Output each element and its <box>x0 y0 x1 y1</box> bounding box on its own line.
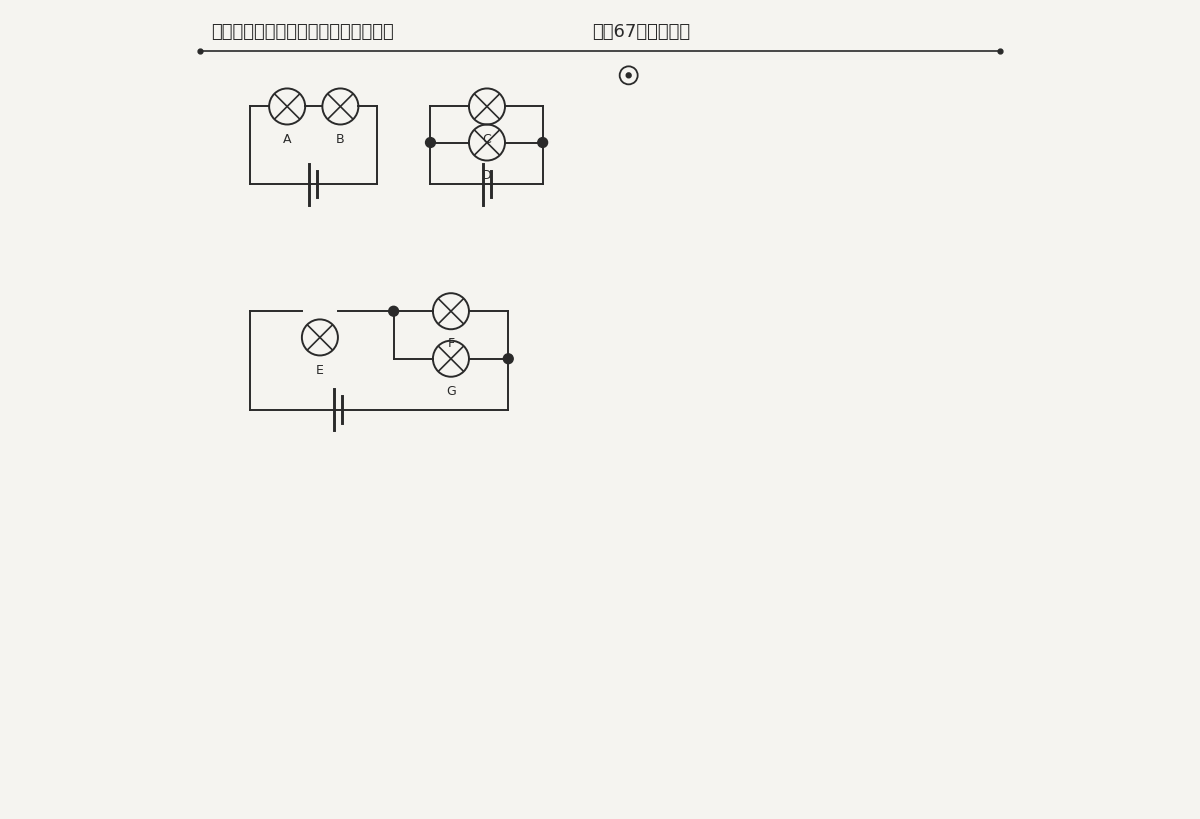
Text: B: B <box>336 133 344 146</box>
Text: 実験５　いろいろな回路にかかる電圧: 実験５ いろいろな回路にかかる電圧 <box>211 23 394 41</box>
Text: C: C <box>482 133 491 146</box>
Circle shape <box>538 138 547 147</box>
Text: E: E <box>316 364 324 377</box>
Text: 理科67　　物理５: 理科67 物理５ <box>592 23 690 41</box>
Text: D: D <box>482 169 492 182</box>
Circle shape <box>503 354 514 364</box>
Circle shape <box>426 138 436 147</box>
Text: A: A <box>283 133 292 146</box>
Circle shape <box>626 73 631 78</box>
Circle shape <box>389 306 398 316</box>
Text: F: F <box>448 337 455 351</box>
Text: G: G <box>446 385 456 398</box>
